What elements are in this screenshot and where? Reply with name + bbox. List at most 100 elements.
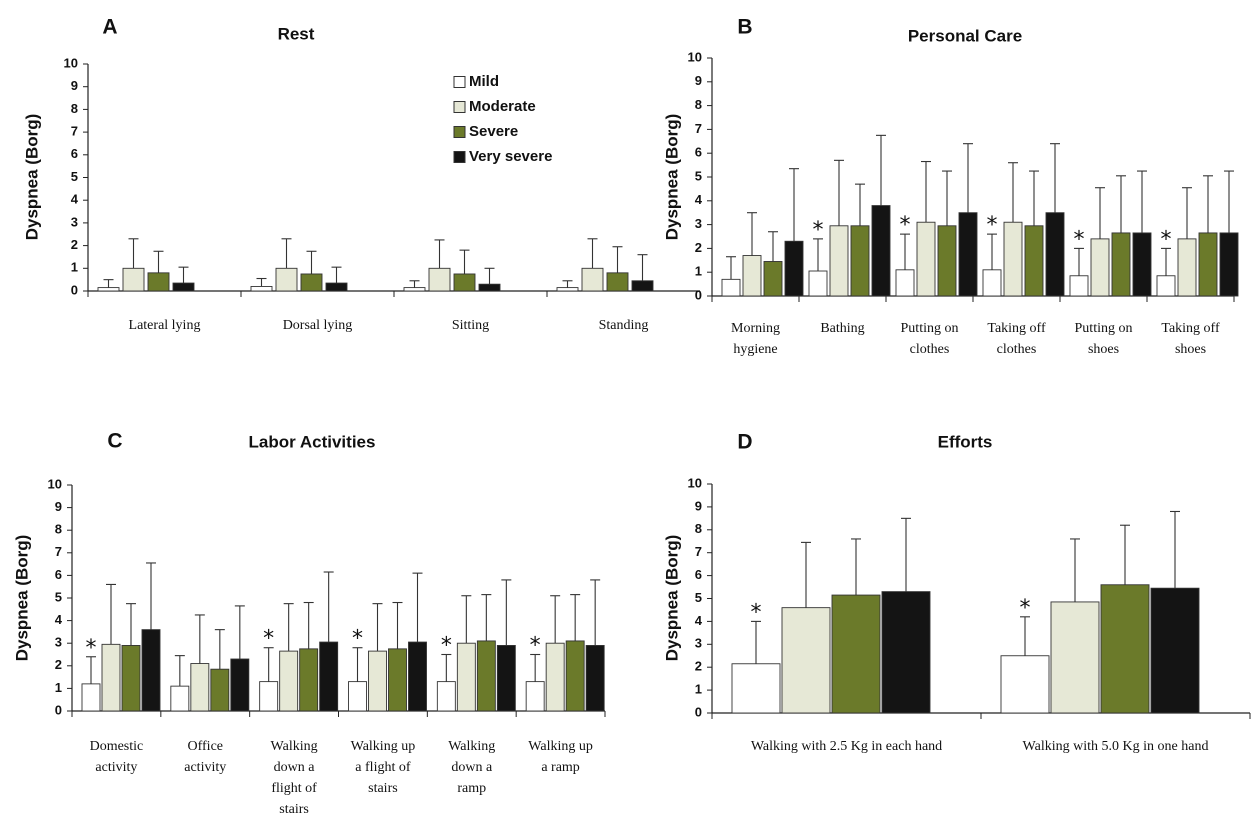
bar-mild bbox=[731, 663, 781, 714]
legend-swatch bbox=[453, 101, 466, 113]
chart-title: Labor Activities bbox=[249, 432, 376, 451]
significance-star: * bbox=[987, 213, 998, 238]
x-tick-label: activity bbox=[95, 760, 137, 775]
bar-moderate bbox=[368, 650, 387, 712]
bar-very-severe bbox=[496, 645, 516, 712]
significance-star: * bbox=[263, 627, 274, 652]
bar-severe bbox=[850, 225, 870, 297]
x-tick-label: Walking up bbox=[351, 739, 416, 754]
x-tick-label: Walking up bbox=[528, 739, 593, 754]
y-tick-label: 7 bbox=[71, 124, 78, 139]
y-tick-label: 10 bbox=[688, 49, 702, 64]
chart-title: Personal Care bbox=[908, 26, 1022, 45]
bar-moderate bbox=[101, 643, 121, 712]
bar-very-severe bbox=[958, 212, 978, 297]
legend-label: Severe bbox=[469, 123, 518, 140]
y-tick-label: 1 bbox=[55, 680, 62, 695]
y-tick-label: 5 bbox=[695, 590, 702, 605]
significance-star: * bbox=[352, 627, 363, 652]
bar-very-severe bbox=[1132, 232, 1152, 297]
y-tick-label: 6 bbox=[71, 146, 78, 161]
x-tick-label: stairs bbox=[368, 781, 398, 796]
bar-severe bbox=[147, 272, 170, 292]
significance-star: * bbox=[1074, 227, 1085, 252]
bar-severe bbox=[476, 640, 496, 712]
bar-mild bbox=[525, 681, 545, 712]
bar-severe bbox=[606, 272, 629, 292]
legend-label: Mild bbox=[469, 73, 499, 90]
y-tick-label: 0 bbox=[695, 704, 702, 719]
bar-mild bbox=[170, 685, 190, 712]
bar-very-severe bbox=[141, 629, 161, 712]
bar-moderate bbox=[428, 267, 451, 292]
x-tick-label: Domestic bbox=[90, 739, 144, 754]
x-tick-label: ramp bbox=[457, 781, 486, 796]
x-tick-label: a ramp bbox=[541, 760, 579, 775]
bar-moderate bbox=[275, 267, 298, 292]
significance-star: * bbox=[813, 218, 824, 243]
y-tick-label: 6 bbox=[695, 145, 702, 160]
bar-mild bbox=[403, 287, 426, 292]
bar-mild bbox=[1156, 275, 1176, 297]
x-tick-label: Bathing bbox=[820, 321, 864, 336]
panel-letter: D bbox=[737, 431, 752, 454]
y-tick-label: 10 bbox=[64, 55, 78, 70]
bar-moderate bbox=[1003, 221, 1023, 297]
y-tick-label: 6 bbox=[55, 567, 62, 582]
x-tick-label: hygiene bbox=[733, 342, 777, 357]
significance-star: * bbox=[530, 634, 541, 659]
bar-very-severe bbox=[1045, 212, 1065, 297]
bar-mild bbox=[1069, 275, 1089, 297]
bar-moderate bbox=[279, 650, 299, 712]
panel-letter: B bbox=[737, 16, 752, 39]
significance-star: * bbox=[1161, 227, 1172, 252]
significance-star: * bbox=[86, 636, 97, 661]
x-tick-label: Putting on bbox=[1075, 321, 1133, 336]
panel-letter: C bbox=[107, 430, 122, 453]
bar-severe bbox=[565, 640, 585, 712]
bar-mild bbox=[721, 278, 741, 297]
y-tick-label: 0 bbox=[55, 702, 62, 717]
x-tick-label: Morning bbox=[731, 321, 780, 336]
bar-very-severe bbox=[784, 240, 804, 297]
bar-mild bbox=[808, 270, 828, 297]
bar-mild bbox=[348, 681, 367, 712]
significance-star: * bbox=[751, 600, 762, 625]
x-tick-label: flight of bbox=[271, 781, 317, 796]
significance-star: * bbox=[1020, 596, 1031, 621]
legend: Mild Moderate Severe Very severe bbox=[453, 73, 552, 165]
y-tick-label: 1 bbox=[695, 264, 702, 279]
legend-swatch bbox=[453, 151, 466, 163]
bar-mild bbox=[81, 683, 101, 712]
y-axis-label: Dyspnea (Borg) bbox=[662, 114, 681, 241]
y-tick-label: 0 bbox=[695, 287, 702, 302]
y-tick-label: 3 bbox=[695, 216, 702, 231]
bar-moderate bbox=[829, 225, 849, 297]
bar-very-severe bbox=[1219, 232, 1239, 297]
bar-mild bbox=[1000, 655, 1050, 714]
x-tick-label: Standing bbox=[599, 318, 649, 333]
x-tick-label: Taking off bbox=[987, 321, 1046, 336]
bar-severe bbox=[1111, 232, 1131, 297]
bar-severe bbox=[1198, 232, 1218, 297]
bar-severe bbox=[1100, 584, 1150, 714]
y-tick-label: 9 bbox=[695, 498, 702, 513]
bar-moderate bbox=[1050, 601, 1100, 714]
x-tick-label: Walking with 2.5 Kg in each hand bbox=[751, 739, 942, 754]
x-tick-label: Taking off bbox=[1161, 321, 1220, 336]
panel-b: B Personal Care Dyspnea (Borg) 0 1 2 3 4 5 6 7 8 9 10… bbox=[662, 16, 1239, 357]
bar-severe bbox=[299, 648, 319, 712]
bar-severe bbox=[831, 594, 881, 714]
bar-very-severe bbox=[871, 205, 891, 297]
bar-mild bbox=[250, 286, 273, 292]
legend-item: Very severe bbox=[453, 148, 552, 165]
y-tick-label: 2 bbox=[55, 657, 62, 672]
x-tick-label: Lateral lying bbox=[129, 318, 201, 333]
x-tick-label: shoes bbox=[1175, 342, 1206, 357]
x-tick-label: down a bbox=[451, 760, 493, 775]
x-tick-label: Sitting bbox=[452, 318, 489, 333]
legend-label: Moderate bbox=[469, 98, 536, 115]
